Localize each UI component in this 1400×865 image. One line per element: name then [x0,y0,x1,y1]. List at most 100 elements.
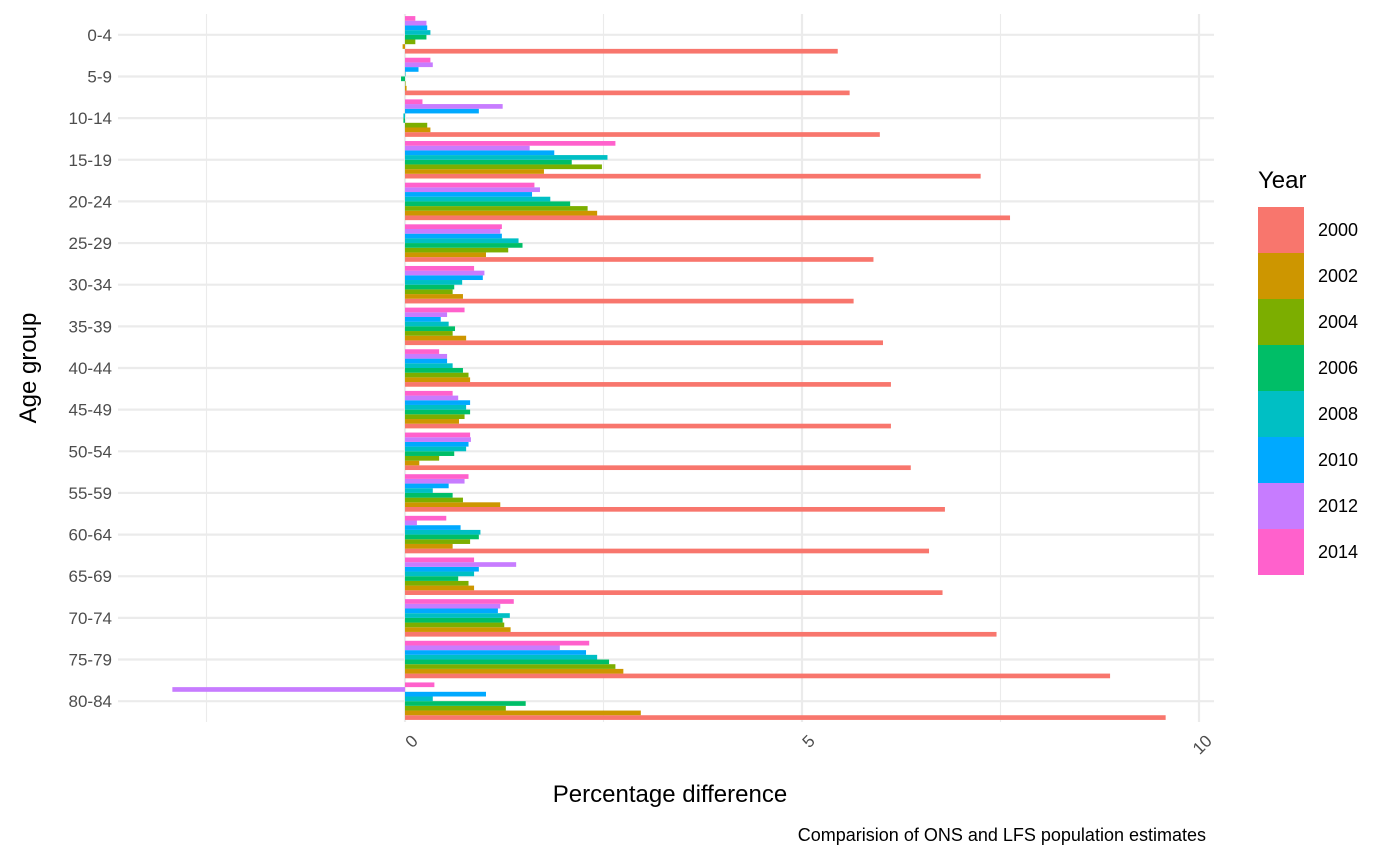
bar-0-4-2006 [405,34,427,40]
bar-55-59-2004 [405,497,463,503]
bar-70-74-2012 [405,603,501,609]
bar-15-19-2002 [405,169,544,174]
bar-75-79-2002 [405,668,624,674]
bars [172,16,1166,720]
bar-20-24-2008 [405,196,551,202]
bar-10-14-2010 [405,108,479,114]
legend-key-2004 [1258,299,1304,345]
bar-0-4-2000 [405,48,838,54]
legend-label-2014: 2014 [1318,542,1358,562]
y-tick-label: 80-84 [69,692,112,711]
bar-55-59-2000 [405,506,945,512]
bar-10-14-2000 [405,132,880,137]
x-tick-label: 0 [402,731,422,751]
bar-25-29-2012 [405,229,501,234]
bar-35-39-2008 [405,321,449,327]
bar-70-74-2006 [405,617,503,623]
bar-75-79-2012 [405,645,560,651]
legend-key-2012 [1258,483,1304,529]
bar-65-69-2012 [405,562,517,567]
bar-15-19-2014 [405,141,616,146]
bar-45-49-2002 [405,419,459,424]
x-tick-label: 10 [1189,731,1216,758]
bar-60-64-2010 [405,525,461,530]
bar-5-9-2014 [405,57,431,63]
bar-30-34-2014 [405,265,475,271]
bar-15-19-2012 [405,145,530,151]
y-tick-label: 75-79 [69,651,112,670]
bar-60-64-2002 [405,543,453,549]
bar-10-14-2006 [403,118,405,123]
grid-lines [118,14,1214,722]
bar-15-19-2006 [405,159,572,165]
bar-30-34-2008 [405,280,463,285]
bar-15-19-2010 [405,150,555,156]
bar-20-24-2002 [405,210,598,216]
bar-80-84-2010 [405,691,486,697]
bar-40-44-2012 [405,353,448,359]
bar-65-69-2004 [405,580,469,586]
bar-75-79-2008 [405,654,598,660]
bar-35-39-2010 [405,316,441,322]
y-tick-label: 5-9 [87,67,112,86]
legend-key-2008 [1258,391,1304,437]
bar-60-64-2006 [405,534,479,540]
bar-5-9-2000 [405,90,850,96]
bar-30-34-2004 [405,289,453,295]
y-tick-label: 20-24 [69,192,112,211]
bar-25-29-2008 [405,238,519,244]
bar-55-59-2006 [405,492,453,498]
bar-5-9-2008 [405,71,406,77]
y-tick-label: 60-64 [69,526,112,545]
legend-key-2002 [1258,253,1304,299]
bar-30-34-2002 [405,294,463,299]
y-axis-ticks: 0-4 5-9 10-14 15-19 20-24 25-29 30-34 35-39 40-4… [69,26,112,711]
bar-45-49-2004 [405,414,465,420]
bar-65-69-2010 [405,566,479,572]
bar-55-59-2010 [405,483,449,489]
bar-0-4-2014 [405,16,416,21]
bar-60-64-2000 [405,548,930,554]
bar-25-29-2004 [405,247,509,253]
bar-35-39-2012 [405,312,448,317]
bar-70-74-2014 [405,599,514,604]
bar-60-64-2008 [405,529,481,535]
bar-80-84-2000 [405,715,1166,720]
bar-75-79-2006 [405,659,610,665]
legend: Year 2000 2002 2004 2006 2008 2010 2012 2014 [1258,167,1358,575]
bar-45-49-2014 [405,390,453,396]
bar-20-24-2012 [405,187,540,193]
bar-80-84-2004 [405,705,506,711]
bar-50-54-2014 [405,432,471,438]
caption: Comparision of ONS and LFS population es… [798,825,1206,845]
bar-80-84-2002 [405,710,641,716]
legend-label-2008: 2008 [1318,404,1358,424]
y-tick-label: 65-69 [69,567,112,586]
bar-60-64-2014 [405,515,447,521]
y-axis-title: Age group [15,313,42,424]
bar-50-54-2010 [405,441,469,447]
bar-70-74-2002 [405,627,511,632]
bar-10-14-2002 [405,127,431,133]
bar-80-84-2006 [405,701,526,706]
bar-70-74-2000 [405,631,997,637]
bar-40-44-2006 [405,368,463,373]
x-axis-title: Percentage difference [553,781,787,808]
bar-5-9-2006 [401,76,405,82]
bar-30-34-2006 [405,284,455,290]
bar-75-79-2014 [405,640,590,646]
bar-60-64-2012 [405,520,417,526]
bar-70-74-2008 [405,613,510,618]
bar-0-4-2004 [405,39,416,45]
bar-70-74-2010 [405,608,498,614]
y-tick-label: 70-74 [69,609,112,628]
bar-25-29-2014 [405,224,502,230]
bar-45-49-2008 [405,404,467,410]
y-tick-label: 25-29 [69,234,112,253]
bar-65-69-2006 [405,576,459,581]
bar-25-29-2002 [405,252,486,258]
bar-50-54-2002 [405,460,420,466]
bar-50-54-2008 [405,446,467,452]
y-tick-label: 40-44 [69,359,112,378]
